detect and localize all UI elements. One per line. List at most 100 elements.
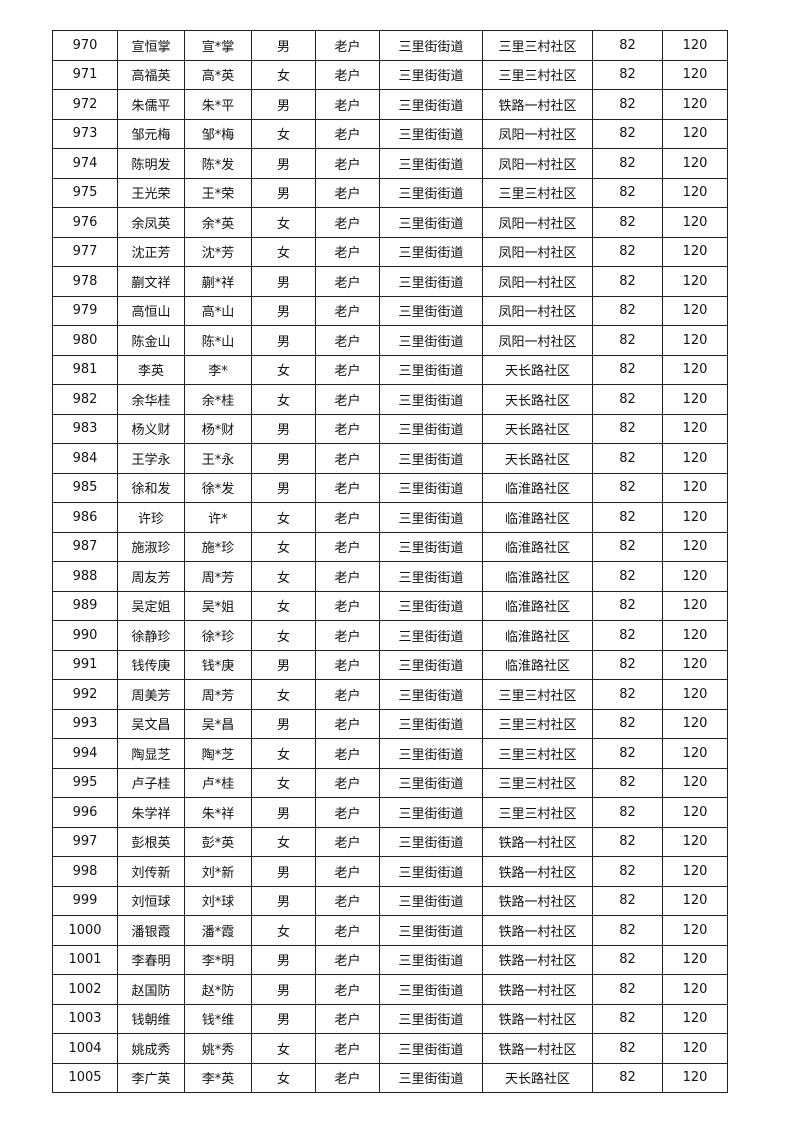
table-row: 1000 潘银霞 潘*霞女老户 三里街街道 铁路一村社区 82 120 [52,915,728,946]
full-name-cell: 周友芳 [117,561,185,592]
community-cell: 凤阳一村社区 [482,236,593,267]
amount-cell: 120 [662,974,728,1005]
row-number-cell: 982 [52,384,118,415]
amount-cell: 120 [662,531,728,562]
age-cell: 82 [592,679,663,710]
gender-cell: 女 [251,236,316,267]
masked-name-cell: 朱*祥 [184,797,252,828]
age-cell: 82 [592,531,663,562]
age-cell: 82 [592,59,663,90]
full-name-cell: 李广英 [117,1062,185,1093]
amount-cell: 120 [662,443,728,474]
street-cell: 三里街街道 [379,148,483,179]
table-row: 974 陈明发 陈*发男老户 三里街街道 凤阳一村社区 82 120 [52,148,728,179]
age-cell: 82 [592,590,663,621]
household-type-cell: 老户 [315,384,380,415]
household-type-cell: 老户 [315,797,380,828]
street-cell: 三里街街道 [379,679,483,710]
community-cell: 三里三村社区 [482,738,593,769]
household-type-cell: 老户 [315,207,380,238]
community-cell: 天长路社区 [482,384,593,415]
community-cell: 三里三村社区 [482,59,593,90]
row-number-cell: 984 [52,443,118,474]
amount-cell: 120 [662,708,728,739]
street-cell: 三里街街道 [379,118,483,149]
age-cell: 82 [592,856,663,887]
table-row: 996 朱学祥 朱*祥男老户 三里街街道 三里三村社区 82 120 [52,797,728,828]
row-number-cell: 977 [52,236,118,267]
masked-name-cell: 周*芳 [184,679,252,710]
table-row: 991 钱传庚 钱*庚男老户 三里街街道 临淮路社区 82 120 [52,649,728,680]
amount-cell: 120 [662,325,728,356]
gender-cell: 女 [251,384,316,415]
full-name-cell: 余凤英 [117,207,185,238]
table-row: 1003 钱朝维 钱*维男老户 三里街街道 铁路一村社区 82 120 [52,1003,728,1034]
masked-name-cell: 李* [184,354,252,385]
household-type-cell: 老户 [315,59,380,90]
masked-name-cell: 朱*平 [184,89,252,120]
masked-name-cell: 彭*英 [184,826,252,857]
household-type-cell: 老户 [315,944,380,975]
age-cell: 82 [592,30,663,61]
full-name-cell: 吴定姐 [117,590,185,621]
full-name-cell: 陈明发 [117,148,185,179]
gender-cell: 女 [251,738,316,769]
gender-cell: 女 [251,767,316,798]
community-cell: 铁路一村社区 [482,89,593,120]
table-row: 987 施淑珍 施*珍女老户 三里街街道 临淮路社区 82 120 [52,531,728,562]
row-number-cell: 978 [52,266,118,297]
amount-cell: 120 [662,944,728,975]
gender-cell: 男 [251,649,316,680]
community-cell: 三里三村社区 [482,708,593,739]
gender-cell: 女 [251,1062,316,1093]
community-cell: 临淮路社区 [482,531,593,562]
street-cell: 三里街街道 [379,915,483,946]
age-cell: 82 [592,620,663,651]
table-body: 970 宣恒掌 宣*掌男老户 三里街街道 三里三村社区 82 120 971 高福英 高*英女老户… [52,30,728,1093]
masked-name-cell: 赵*防 [184,974,252,1005]
masked-name-cell: 蒯*祥 [184,266,252,297]
full-name-cell: 卢子桂 [117,767,185,798]
age-cell: 82 [592,826,663,857]
street-cell: 三里街街道 [379,974,483,1005]
community-cell: 天长路社区 [482,354,593,385]
masked-name-cell: 余*英 [184,207,252,238]
table-row: 990 徐静珍 徐*珍女老户 三里街街道 临淮路社区 82 120 [52,620,728,651]
age-cell: 82 [592,1062,663,1093]
row-number-cell: 992 [52,679,118,710]
full-name-cell: 沈正芳 [117,236,185,267]
masked-name-cell: 李*英 [184,1062,252,1093]
household-type-cell: 老户 [315,502,380,533]
row-number-cell: 995 [52,767,118,798]
row-number-cell: 990 [52,620,118,651]
full-name-cell: 余华桂 [117,384,185,415]
masked-name-cell: 潘*霞 [184,915,252,946]
row-number-cell: 1001 [52,944,118,975]
community-cell: 三里三村社区 [482,767,593,798]
amount-cell: 120 [662,1033,728,1064]
amount-cell: 120 [662,826,728,857]
row-number-cell: 976 [52,207,118,238]
household-type-cell: 老户 [315,649,380,680]
row-number-cell: 979 [52,295,118,326]
household-type-cell: 老户 [315,915,380,946]
gender-cell: 男 [251,148,316,179]
street-cell: 三里街街道 [379,325,483,356]
masked-name-cell: 姚*秀 [184,1033,252,1064]
full-name-cell: 杨义财 [117,413,185,444]
full-name-cell: 潘银霞 [117,915,185,946]
table-row: 994 陶显芝 陶*芝女老户 三里街街道 三里三村社区 82 120 [52,738,728,769]
street-cell: 三里街街道 [379,856,483,887]
table-row: 1005 李广英 李*英女老户 三里街街道 天长路社区 82 120 [52,1062,728,1093]
masked-name-cell: 王*永 [184,443,252,474]
community-cell: 三里三村社区 [482,797,593,828]
household-type-cell: 老户 [315,1003,380,1034]
table-row: 995 卢子桂 卢*桂女老户 三里街街道 三里三村社区 82 120 [52,767,728,798]
household-type-cell: 老户 [315,177,380,208]
gender-cell: 女 [251,620,316,651]
street-cell: 三里街街道 [379,236,483,267]
table-row: 992 周美芳 周*芳女老户 三里街街道 三里三村社区 82 120 [52,679,728,710]
household-type-cell: 老户 [315,472,380,503]
street-cell: 三里街街道 [379,531,483,562]
amount-cell: 120 [662,561,728,592]
